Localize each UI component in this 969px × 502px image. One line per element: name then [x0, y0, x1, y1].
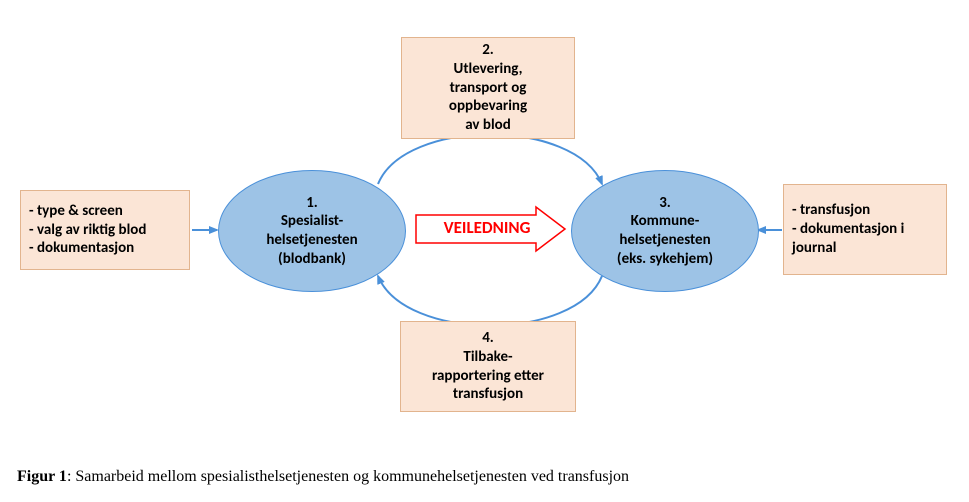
connector-arrow — [378, 135, 602, 185]
connector-arrow — [378, 276, 602, 326]
node-utlevering-box: 2. Utlevering, transport og oppbevaring … — [401, 37, 575, 139]
node-left-inputs-box: - type & screen - valg av riktig blod - … — [20, 190, 190, 270]
node-tilbake-box: 4. Tilbake- rapportering etter transfusj… — [400, 321, 576, 412]
diagram-canvas: 1. Spesialist- helsetjenesten (blodbank)… — [0, 0, 969, 502]
node-kommune-ellipse: 3. Kommune- helsetjenesten (eks. sykehje… — [571, 170, 759, 292]
node-right-outputs-box: - transfusjon - dokumentasjon i journal — [783, 184, 947, 275]
figure-caption-rest: : Samarbeid mellom spesialisthelsetjenes… — [67, 468, 629, 485]
node-spesialist-ellipse: 1. Spesialist- helsetjenesten (blodbank) — [218, 170, 406, 292]
node-left-inputs-label: - type & screen - valg av riktig blod - … — [29, 202, 146, 258]
node-utlevering-label: 2. Utlevering, transport og oppbevaring … — [449, 41, 527, 135]
node-kommune-label: 3. Kommune- helsetjenesten (eks. sykehje… — [617, 194, 713, 269]
figure-caption: Figur 1: Samarbeid mellom spesialisthels… — [17, 468, 629, 486]
node-spesialist-label: 1. Spesialist- helsetjenesten (blodbank) — [266, 194, 357, 269]
veiledning-label: VEILEDNING — [422, 217, 552, 241]
veiledning-text: VEILEDNING — [444, 217, 531, 238]
node-tilbake-label: 4. Tilbake- rapportering etter transfusj… — [432, 329, 544, 404]
figure-caption-bold: Figur 1 — [17, 468, 67, 485]
node-right-outputs-label: - transfusjon - dokumentasjon i journal — [792, 201, 904, 257]
